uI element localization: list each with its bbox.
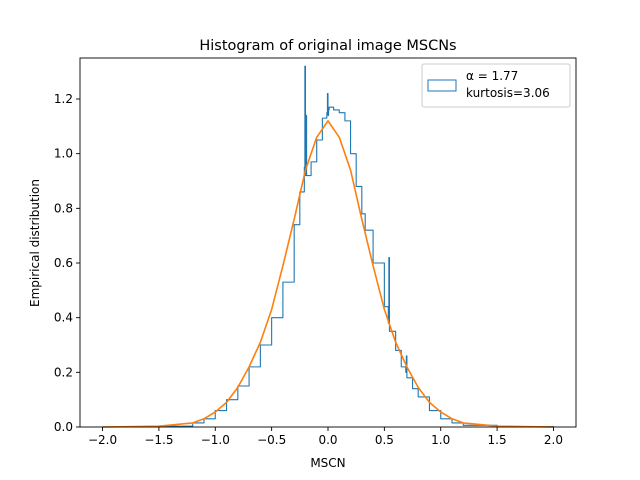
x-tick-label: −2.0 <box>88 433 117 447</box>
chart-title: Histogram of original image MSCNs <box>199 38 456 54</box>
fit-series <box>102 120 554 428</box>
y-tick-label: 0.6 <box>54 256 73 270</box>
x-tick-label: −1.5 <box>144 433 173 447</box>
y-tick-label: 0.2 <box>54 365 73 379</box>
legend-alpha-label: α = 1.77 <box>466 69 518 83</box>
y-tick-label: 0.8 <box>54 201 73 215</box>
histogram-series <box>102 65 554 428</box>
x-tick-label: 1.5 <box>488 433 507 447</box>
x-tick-label: 2.0 <box>544 433 563 447</box>
x-tick-label: 0.5 <box>375 433 394 447</box>
y-tick-label: 1.2 <box>54 92 73 106</box>
legend-swatch <box>427 79 457 92</box>
y-tick-label: 0.4 <box>54 311 73 325</box>
x-tick-label: 1.0 <box>431 433 450 447</box>
y-axis-label: Empirical distribution <box>28 179 42 307</box>
x-tick-label: −1.0 <box>201 433 230 447</box>
legend: α = 1.77 kurtosis=3.06 <box>421 63 571 108</box>
legend-kurtosis-label: kurtosis=3.06 <box>466 86 550 100</box>
y-tick-label: 1.0 <box>54 147 73 161</box>
y-tick-label: 0.0 <box>54 420 73 434</box>
legend-frame <box>421 63 571 108</box>
x-tick-label: −0.5 <box>257 433 286 447</box>
x-tick-label: 0.0 <box>318 433 337 447</box>
x-axis-label: MSCN <box>310 456 345 470</box>
